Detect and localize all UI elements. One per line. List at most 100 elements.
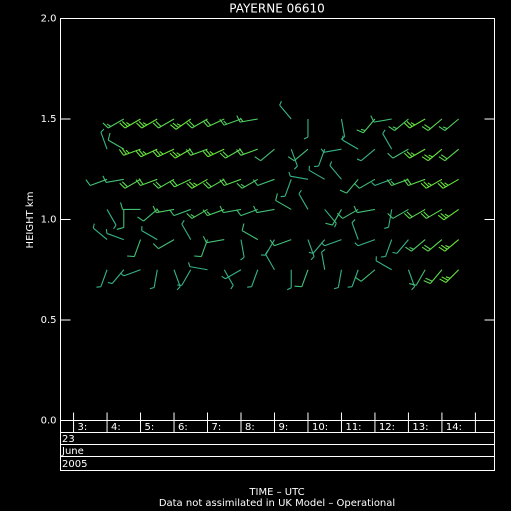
wind-barb	[120, 202, 141, 210]
wind-barb	[438, 148, 460, 162]
wind-barb	[353, 205, 376, 214]
wind-barb	[186, 208, 208, 219]
wind-barb	[135, 148, 158, 158]
wind-barb	[303, 119, 309, 140]
wind-barb	[342, 135, 359, 150]
wind-barb	[405, 239, 426, 252]
wind-barb	[221, 269, 242, 280]
wind-barb	[438, 118, 460, 132]
wind-barb	[438, 239, 460, 252]
day-row	[60, 432, 495, 445]
wind-barb	[185, 148, 208, 156]
wind-barb	[127, 239, 142, 258]
wind-barb	[152, 178, 175, 189]
wind-barb	[387, 148, 409, 159]
wind-barb	[423, 269, 443, 285]
x-tick-label: 10:	[312, 422, 328, 433]
wind-barb	[236, 178, 259, 189]
wind-barb	[236, 148, 258, 156]
wind-barb	[254, 148, 275, 162]
wind-barb	[347, 269, 359, 288]
wind-barb	[403, 118, 426, 129]
x-tick-label: 14:	[446, 422, 462, 433]
x-tick-label: 8:	[245, 422, 255, 433]
x-tick-label: 3:	[78, 422, 88, 433]
wind-barb	[152, 239, 175, 250]
wind-barb	[403, 208, 426, 219]
wind-barb	[298, 189, 309, 210]
wind-barb	[356, 148, 376, 162]
wind-barb	[118, 148, 141, 156]
chart-title: PAYERNE 06610	[229, 2, 325, 16]
wind-barb	[152, 148, 175, 158]
wind-barb	[375, 256, 392, 271]
wind-barb	[280, 179, 292, 198]
wind-barb	[240, 239, 245, 261]
wind-barb	[370, 115, 392, 123]
wind-barb	[421, 118, 443, 132]
wind-barb	[152, 118, 175, 129]
y-tick-label: 1.0	[41, 215, 57, 226]
wind-barb	[107, 132, 125, 150]
wind-barb	[202, 118, 225, 128]
wind-barb	[202, 148, 225, 158]
x-tick-label: 9:	[278, 422, 288, 433]
wind-barb	[119, 269, 141, 277]
wind-barb	[119, 118, 141, 129]
day-label: 23	[62, 434, 75, 445]
wind-barb	[386, 178, 409, 186]
wind-barb	[136, 118, 158, 129]
wind-barb	[169, 208, 191, 217]
wind-barb	[437, 178, 459, 189]
wind-barb	[85, 178, 108, 186]
wind-barb	[141, 226, 158, 241]
wind-barb	[354, 239, 376, 247]
wind-barb	[351, 219, 359, 240]
wind-barb	[420, 208, 443, 219]
y-axis-label: HEIGHT km	[25, 192, 36, 249]
wind-barb	[119, 178, 141, 189]
month-row	[60, 444, 495, 457]
wind-barb	[202, 208, 225, 217]
wind-barb	[203, 178, 225, 189]
wind-barb	[420, 178, 443, 189]
wind-barb	[329, 161, 342, 180]
wind-barb	[320, 239, 342, 247]
wind-barb	[260, 239, 275, 256]
wind-barb	[290, 148, 298, 170]
wind-barb	[236, 208, 258, 217]
wind-barb	[102, 175, 124, 183]
wind-barb	[294, 269, 309, 288]
plot-frame	[60, 18, 495, 421]
y-tick-label: 1.5	[41, 114, 57, 125]
x-tick-label: 5:	[145, 422, 155, 433]
wind-barb	[106, 209, 117, 230]
wind-barb	[320, 148, 342, 153]
x-tick-label: 6:	[178, 422, 188, 433]
wind-barb	[353, 178, 376, 189]
wind-barb	[149, 269, 158, 290]
wind-barb	[92, 223, 108, 241]
x-tick-label: 11:	[345, 422, 361, 433]
wind-barb	[382, 129, 393, 150]
wind-barb	[181, 219, 192, 240]
wind-barb	[152, 205, 175, 214]
wind-barb	[371, 178, 392, 186]
wind-barb	[169, 178, 191, 188]
wind-barb	[288, 171, 309, 180]
wind-barb	[421, 148, 443, 162]
wind-barb	[333, 269, 343, 290]
wind-barb	[96, 269, 108, 288]
wind-barb	[116, 209, 125, 230]
wind-barb	[194, 239, 209, 258]
wind-barb	[279, 100, 292, 120]
wind-barb	[308, 165, 325, 180]
wind-barb	[421, 239, 443, 252]
wind-barb	[403, 178, 426, 186]
x-axis-label: TIME – UTC	[248, 487, 304, 498]
wind-barb	[403, 148, 426, 159]
y-tick-label: 0.5	[41, 315, 57, 326]
wind-barb	[170, 118, 192, 130]
